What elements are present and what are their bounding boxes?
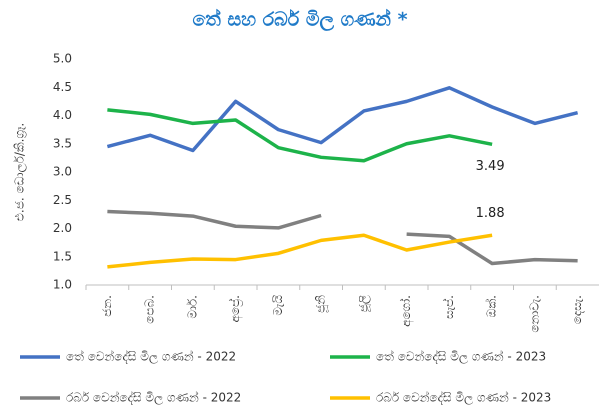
x-tick-label: ජූලි	[356, 295, 371, 312]
series-line	[107, 209, 322, 230]
x-tick-label: මාර්.	[185, 295, 199, 319]
y-tick-label: 4.0	[53, 108, 72, 122]
legend-label: රබර් වෙන්දේසි මිල ගණන් - 2023	[376, 390, 551, 405]
legend-label: තේ වෙන්දේසි මිල ගණන් - 2022	[66, 349, 236, 364]
x-tick-label: දෙසැ.	[570, 295, 584, 324]
series-line	[406, 232, 578, 266]
x-tick-label: ඔක්.	[485, 295, 499, 317]
x-tick-label: අප්‍රේ.	[228, 295, 243, 323]
series-line	[106, 86, 579, 153]
y-tick-label: 2.0	[53, 221, 72, 235]
x-tick-label: මැයි	[271, 295, 285, 316]
x-tick-label: පෙබ.	[143, 295, 157, 324]
legend-label: රබර් වෙන්දේසි මිල ගණන් - 2022	[66, 390, 241, 405]
y-tick-label: 1.5	[53, 249, 72, 263]
y-tick-label: 4.5	[53, 80, 72, 94]
y-tick-label: 2.5	[53, 193, 72, 207]
data-label: 3.49	[476, 159, 505, 174]
legend-label: තේ වෙන්දේසි මිල ගණන් - 2023	[376, 349, 546, 364]
series-line	[107, 233, 493, 269]
x-tick-label: ජන.	[100, 295, 114, 317]
x-tick-label: සැප්.	[442, 295, 456, 319]
y-axis-title: එ.ජ. ඩොලර්/කි.ග්‍රෑ.	[13, 123, 28, 221]
y-tick-label: 1.0	[53, 278, 72, 292]
x-tick-label: නොවැ.	[527, 295, 541, 333]
series-line	[107, 108, 493, 163]
y-tick-label: 5.0	[53, 52, 72, 66]
y-tick-label: 3.0	[53, 165, 72, 179]
y-tick-label: 3.5	[53, 136, 72, 150]
x-tick-label: අගෝ.	[399, 295, 414, 327]
data-label: 1.88	[476, 206, 505, 221]
x-tick-label: ජූනි	[314, 295, 329, 313]
chart-title: තේ සහ රබර් මිල ගණන් *	[192, 8, 407, 31]
